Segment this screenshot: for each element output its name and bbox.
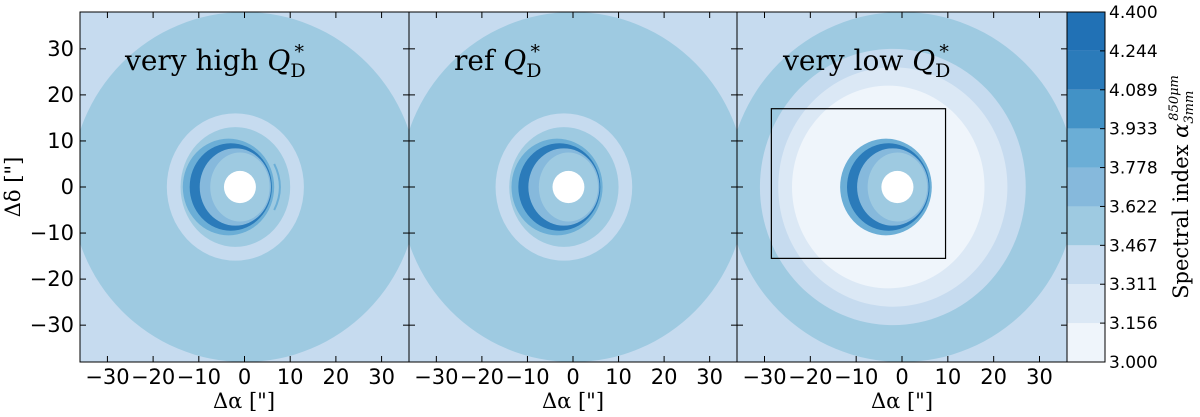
colorbar-segment <box>1067 323 1105 362</box>
x-tick-label: 20 <box>651 365 678 389</box>
colorbar-tick-label: 3.311 <box>1109 275 1158 295</box>
inset-box <box>770 108 947 259</box>
colorbar-segment <box>1067 50 1105 90</box>
y-tick-label: 20 <box>47 83 74 107</box>
central-cavity <box>223 170 256 204</box>
panel-title-very-low: very low QD* <box>782 41 950 82</box>
y-tick-label: 30 <box>47 37 74 61</box>
colorbar-segment <box>1067 284 1105 324</box>
colorbar-segment <box>1067 206 1105 246</box>
x-axis-label-1: Δα ["] <box>213 389 275 413</box>
x-tick-label: 30 <box>696 365 723 389</box>
colorbar-segment <box>1067 89 1105 129</box>
x-tick-label: −20 <box>788 365 832 389</box>
colorbar-segment <box>1067 245 1105 285</box>
central-cavity <box>552 170 585 204</box>
colorbar-tick-label: 4.089 <box>1109 81 1158 101</box>
colorbar-segment <box>1067 128 1105 168</box>
colorbar-label: Spectral index α3mm850μm <box>1167 75 1197 299</box>
x-tick-label: 20 <box>323 365 350 389</box>
colorbar-tick-label: 4.400 <box>1109 3 1158 23</box>
colorbar: 3.000 3.156 3.311 3.467 3.622 3.778 3.933 4.089… <box>1066 3 1158 373</box>
x-axis-label-2: Δα ["] <box>542 389 604 413</box>
panel-title-ref: ref QD* <box>454 41 541 82</box>
panel-ref <box>409 12 737 362</box>
x-axis-label-3: Δα ["] <box>871 389 933 413</box>
colorbar-tick-label: 3.467 <box>1109 236 1158 256</box>
ring-outer-arc <box>273 163 281 211</box>
x-tick-label: −10 <box>834 365 878 389</box>
x-tick-label: −30 <box>742 365 786 389</box>
colorbar-frame <box>1066 11 1106 363</box>
x-tick-label: 0 <box>895 365 908 389</box>
panel-very-low <box>737 12 1067 362</box>
panel-very-high <box>80 12 409 362</box>
colorbar-tick-label: 3.933 <box>1109 120 1158 140</box>
y-tick-label: 0 <box>61 175 74 199</box>
x-tick-label: −10 <box>177 365 221 389</box>
y-tick-label: −10 <box>30 221 74 245</box>
x-tick-label: −20 <box>131 365 175 389</box>
y-tick-label: 10 <box>47 129 74 153</box>
colorbar-tick-label: 3.622 <box>1109 197 1158 217</box>
x-tick-label: 10 <box>277 365 304 389</box>
x-tick-label: 30 <box>368 365 395 389</box>
x-tick-label: −30 <box>414 365 458 389</box>
colorbar-tick-label: 3.778 <box>1109 159 1158 179</box>
panel-title-very-high: very high QD* <box>124 41 306 82</box>
x-tick-label: 30 <box>1026 365 1053 389</box>
colorbar-tick-label: 3.156 <box>1109 314 1158 334</box>
y-tick-label: −20 <box>30 267 74 291</box>
y-tick-label: −30 <box>30 313 74 337</box>
x-tick-label: 10 <box>605 365 632 389</box>
x-tick-label: −10 <box>505 365 549 389</box>
colorbar-tick-label: 3.000 <box>1109 353 1158 373</box>
colorbar-segment <box>1067 12 1105 51</box>
colorbar-tick-label: 4.244 <box>1109 42 1158 62</box>
x-tick-label: 10 <box>934 365 961 389</box>
x-tick-label: 20 <box>980 365 1007 389</box>
x-tick-label: 0 <box>238 365 251 389</box>
central-cavity <box>881 170 914 204</box>
x-tick-label: 0 <box>566 365 579 389</box>
x-tick-label: −20 <box>460 365 504 389</box>
y-axis-label: Δδ ["] <box>1 157 25 218</box>
colorbar-segment <box>1067 167 1105 207</box>
x-tick-label: −30 <box>85 365 129 389</box>
